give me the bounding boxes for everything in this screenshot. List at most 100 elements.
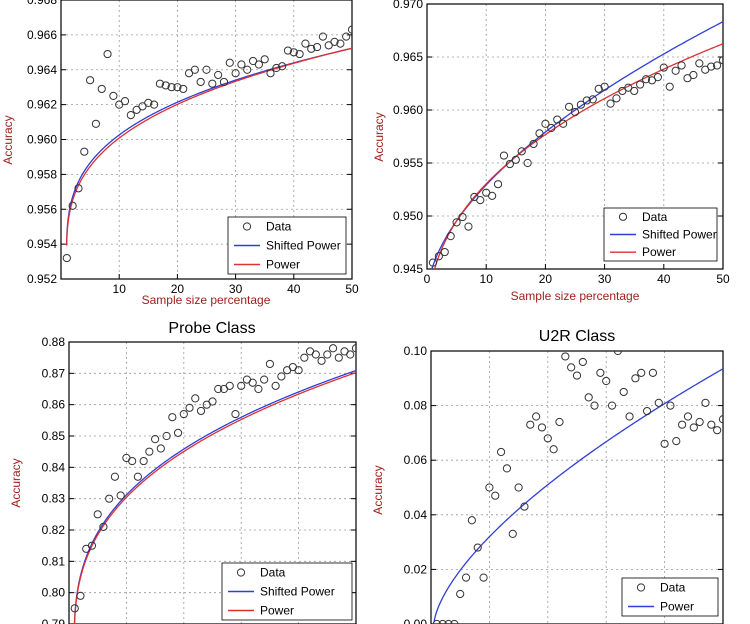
data-point xyxy=(190,65,199,74)
data-point xyxy=(202,65,211,74)
data-point xyxy=(87,541,97,550)
data-point xyxy=(173,428,183,437)
y-tick-label: 0.955 xyxy=(393,156,423,170)
data-point xyxy=(590,401,599,410)
data-point xyxy=(434,252,443,261)
data-point xyxy=(428,258,438,267)
data-point xyxy=(151,435,160,444)
data-point xyxy=(535,129,544,138)
legend-label: Data xyxy=(660,581,686,595)
data-point xyxy=(594,84,603,93)
data-point xyxy=(564,102,574,111)
legend-label: Power xyxy=(260,604,294,618)
data-point xyxy=(208,79,217,88)
x-tick-label: 20 xyxy=(539,272,553,286)
data-point xyxy=(701,398,710,407)
data-point xyxy=(493,180,503,189)
data-point xyxy=(572,371,582,380)
y-tick-label: 0.10 xyxy=(404,344,428,358)
legend-marker-data xyxy=(618,212,628,221)
data-point xyxy=(707,62,716,71)
y-tick-label: 0.88 xyxy=(42,335,66,349)
data-point xyxy=(260,375,269,384)
data-point xyxy=(248,56,258,66)
legend-label: Shifted Power xyxy=(266,239,341,253)
data-point xyxy=(347,25,352,34)
data-point xyxy=(110,472,120,481)
data-point xyxy=(237,381,246,390)
data-point xyxy=(196,406,206,416)
data-point xyxy=(541,119,550,128)
data-point xyxy=(103,49,112,59)
data-point xyxy=(582,96,591,105)
legend: Data Shifted Power Power xyxy=(227,216,347,275)
data-point xyxy=(547,123,556,133)
data-point xyxy=(432,619,441,624)
data-point xyxy=(588,95,597,104)
data-point xyxy=(301,39,310,48)
data-point xyxy=(231,69,240,78)
data-point xyxy=(672,436,681,446)
data-point xyxy=(289,48,298,57)
chart-panel-4: 0.00 0.02 0.04 0.06 0.08 0.10 Accuracy U2R Clas… xyxy=(371,328,724,624)
plot-frame xyxy=(60,0,353,280)
data-point xyxy=(499,151,509,160)
data-point xyxy=(666,401,675,410)
data-point xyxy=(514,483,523,492)
legend-label: Shifted Power xyxy=(642,228,717,242)
data-point xyxy=(179,409,188,419)
data-point xyxy=(346,350,355,359)
data-point xyxy=(707,420,716,429)
data-point xyxy=(105,494,114,503)
data-point xyxy=(653,73,662,82)
data-point xyxy=(260,55,269,64)
data-point xyxy=(76,591,85,600)
y-tick-label: 0.966 xyxy=(27,28,57,42)
data-point xyxy=(168,413,177,422)
data-point xyxy=(196,77,205,87)
data-point xyxy=(678,420,687,429)
data-point xyxy=(185,403,194,412)
y-tick-label: 0.82 xyxy=(42,523,66,537)
data-point xyxy=(718,56,723,65)
plot-area xyxy=(432,351,723,624)
data-point xyxy=(272,63,281,73)
chart-panel-2: 0.945 0.950 0.955 0.960 0.965 0.970 0 10 20 30 40 5… xyxy=(372,0,730,303)
legend-marker-data xyxy=(236,568,246,577)
data-point xyxy=(496,447,506,457)
data-point xyxy=(561,352,570,361)
data-point xyxy=(70,604,79,613)
data-point xyxy=(473,543,482,552)
x-tick-label: 40 xyxy=(657,272,671,286)
data-point xyxy=(488,191,497,200)
x-tick-label: 10 xyxy=(113,282,127,296)
data-point xyxy=(578,357,587,367)
chart-title: U2R Class xyxy=(539,328,615,345)
y-tick-label: 0.04 xyxy=(404,508,428,522)
data-point xyxy=(266,69,275,78)
data-point xyxy=(237,60,246,69)
data-point xyxy=(520,502,529,511)
data-point xyxy=(505,159,514,169)
data-point xyxy=(138,102,147,111)
data-point xyxy=(295,49,304,59)
data-point xyxy=(128,456,137,466)
data-point xyxy=(68,201,77,210)
data-point xyxy=(225,58,234,67)
data-point xyxy=(120,97,130,106)
data-point xyxy=(323,350,332,359)
data-point xyxy=(126,110,135,120)
data-point xyxy=(179,84,188,94)
data-point xyxy=(300,353,309,362)
data-point xyxy=(271,381,280,390)
data-point xyxy=(529,139,538,149)
data-point xyxy=(619,387,628,397)
data-point xyxy=(191,394,200,403)
y-tick-label: 0.79 xyxy=(42,617,66,624)
data-point xyxy=(450,619,459,624)
data-point xyxy=(144,98,153,107)
data-point xyxy=(630,86,639,96)
data-point xyxy=(479,573,488,582)
y-tick-label: 0.80 xyxy=(42,586,66,600)
